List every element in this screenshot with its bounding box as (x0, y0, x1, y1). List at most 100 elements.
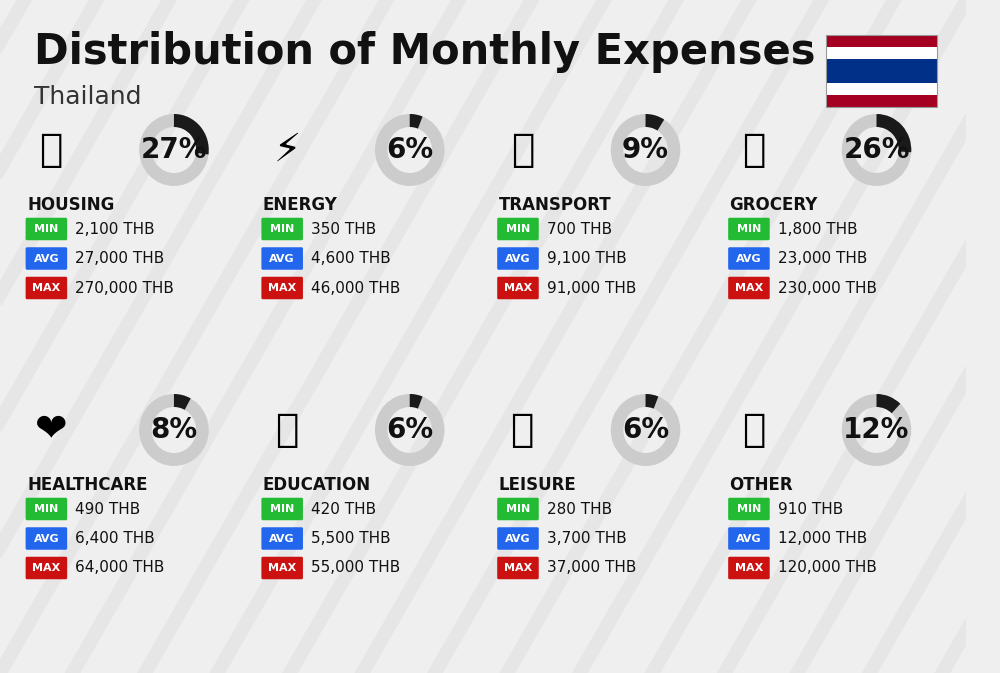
Text: 37,000 THB: 37,000 THB (547, 561, 636, 575)
Text: MIN: MIN (34, 224, 59, 234)
Text: AVG: AVG (34, 254, 59, 264)
Text: 12,000 THB: 12,000 THB (778, 531, 867, 546)
Text: 3,700 THB: 3,700 THB (547, 531, 627, 546)
FancyBboxPatch shape (728, 498, 770, 520)
Text: 5,500 THB: 5,500 THB (311, 531, 391, 546)
Wedge shape (877, 114, 911, 152)
Text: EDUCATION: EDUCATION (263, 476, 371, 494)
Text: MAX: MAX (32, 563, 61, 573)
Wedge shape (410, 114, 423, 129)
Text: 64,000 THB: 64,000 THB (75, 561, 165, 575)
Text: AVG: AVG (269, 254, 295, 264)
Text: OTHER: OTHER (730, 476, 793, 494)
FancyBboxPatch shape (26, 498, 67, 520)
Text: MIN: MIN (270, 224, 294, 234)
Text: 230,000 THB: 230,000 THB (778, 281, 877, 295)
FancyBboxPatch shape (826, 83, 937, 95)
Text: 23,000 THB: 23,000 THB (778, 251, 867, 266)
FancyBboxPatch shape (26, 218, 67, 240)
Text: 🛒: 🛒 (742, 131, 765, 169)
Text: HOUSING: HOUSING (27, 196, 114, 214)
Text: 46,000 THB: 46,000 THB (311, 281, 401, 295)
Text: 9%: 9% (622, 136, 669, 164)
FancyBboxPatch shape (826, 59, 937, 83)
Text: 420 THB: 420 THB (311, 501, 376, 516)
Text: HEALTHCARE: HEALTHCARE (27, 476, 148, 494)
FancyBboxPatch shape (261, 247, 303, 270)
Text: 55,000 THB: 55,000 THB (311, 561, 400, 575)
Text: 280 THB: 280 THB (547, 501, 612, 516)
Text: MIN: MIN (34, 504, 59, 514)
FancyBboxPatch shape (26, 527, 67, 550)
Text: MIN: MIN (737, 224, 761, 234)
Text: AVG: AVG (736, 254, 762, 264)
FancyBboxPatch shape (728, 218, 770, 240)
FancyBboxPatch shape (26, 277, 67, 299)
Text: 910 THB: 910 THB (778, 501, 843, 516)
Text: 🎓: 🎓 (275, 411, 299, 449)
Text: 27%: 27% (141, 136, 207, 164)
Text: 6%: 6% (622, 416, 669, 444)
Text: MAX: MAX (32, 283, 61, 293)
Text: 490 THB: 490 THB (75, 501, 141, 516)
FancyBboxPatch shape (261, 527, 303, 550)
Text: 2,100 THB: 2,100 THB (75, 221, 155, 236)
FancyBboxPatch shape (261, 218, 303, 240)
FancyBboxPatch shape (261, 498, 303, 520)
Wedge shape (842, 114, 911, 186)
Text: GROCERY: GROCERY (730, 196, 818, 214)
Text: 91,000 THB: 91,000 THB (547, 281, 636, 295)
FancyBboxPatch shape (261, 557, 303, 579)
Text: MAX: MAX (504, 563, 532, 573)
Text: 6%: 6% (386, 136, 433, 164)
Text: 700 THB: 700 THB (547, 221, 612, 236)
FancyBboxPatch shape (497, 557, 539, 579)
Text: 💰: 💰 (742, 411, 765, 449)
Wedge shape (174, 394, 191, 410)
Text: ❤️: ❤️ (35, 411, 68, 449)
Text: 27,000 THB: 27,000 THB (75, 251, 165, 266)
Wedge shape (646, 394, 658, 409)
Text: MAX: MAX (735, 283, 763, 293)
FancyBboxPatch shape (26, 247, 67, 270)
Text: AVG: AVG (505, 534, 531, 544)
Text: Thailand: Thailand (34, 85, 141, 109)
FancyBboxPatch shape (497, 498, 539, 520)
Text: MIN: MIN (506, 224, 530, 234)
Text: Distribution of Monthly Expenses: Distribution of Monthly Expenses (34, 31, 815, 73)
Text: MIN: MIN (737, 504, 761, 514)
FancyBboxPatch shape (261, 277, 303, 299)
Text: 8%: 8% (150, 416, 198, 444)
Text: MAX: MAX (504, 283, 532, 293)
Text: LEISURE: LEISURE (499, 476, 576, 494)
Text: AVG: AVG (736, 534, 762, 544)
Text: AVG: AVG (34, 534, 59, 544)
FancyBboxPatch shape (728, 277, 770, 299)
Text: 4,600 THB: 4,600 THB (311, 251, 391, 266)
Text: MAX: MAX (735, 563, 763, 573)
FancyBboxPatch shape (826, 35, 937, 47)
Text: 🏢: 🏢 (40, 131, 63, 169)
FancyBboxPatch shape (826, 95, 937, 107)
FancyBboxPatch shape (497, 218, 539, 240)
Text: MAX: MAX (268, 283, 296, 293)
FancyBboxPatch shape (728, 557, 770, 579)
Text: MAX: MAX (268, 563, 296, 573)
Wedge shape (375, 114, 445, 186)
Wedge shape (646, 114, 664, 131)
Wedge shape (174, 114, 209, 155)
Text: AVG: AVG (505, 254, 531, 264)
FancyBboxPatch shape (497, 527, 539, 550)
FancyBboxPatch shape (26, 557, 67, 579)
Text: 12%: 12% (843, 416, 910, 444)
Wedge shape (877, 394, 900, 413)
Text: MIN: MIN (270, 504, 294, 514)
Text: 26%: 26% (843, 136, 910, 164)
FancyBboxPatch shape (826, 47, 937, 59)
Wedge shape (410, 394, 423, 409)
Text: 6%: 6% (386, 416, 433, 444)
Text: 6,400 THB: 6,400 THB (75, 531, 155, 546)
FancyBboxPatch shape (728, 247, 770, 270)
Text: AVG: AVG (269, 534, 295, 544)
Text: 350 THB: 350 THB (311, 221, 376, 236)
